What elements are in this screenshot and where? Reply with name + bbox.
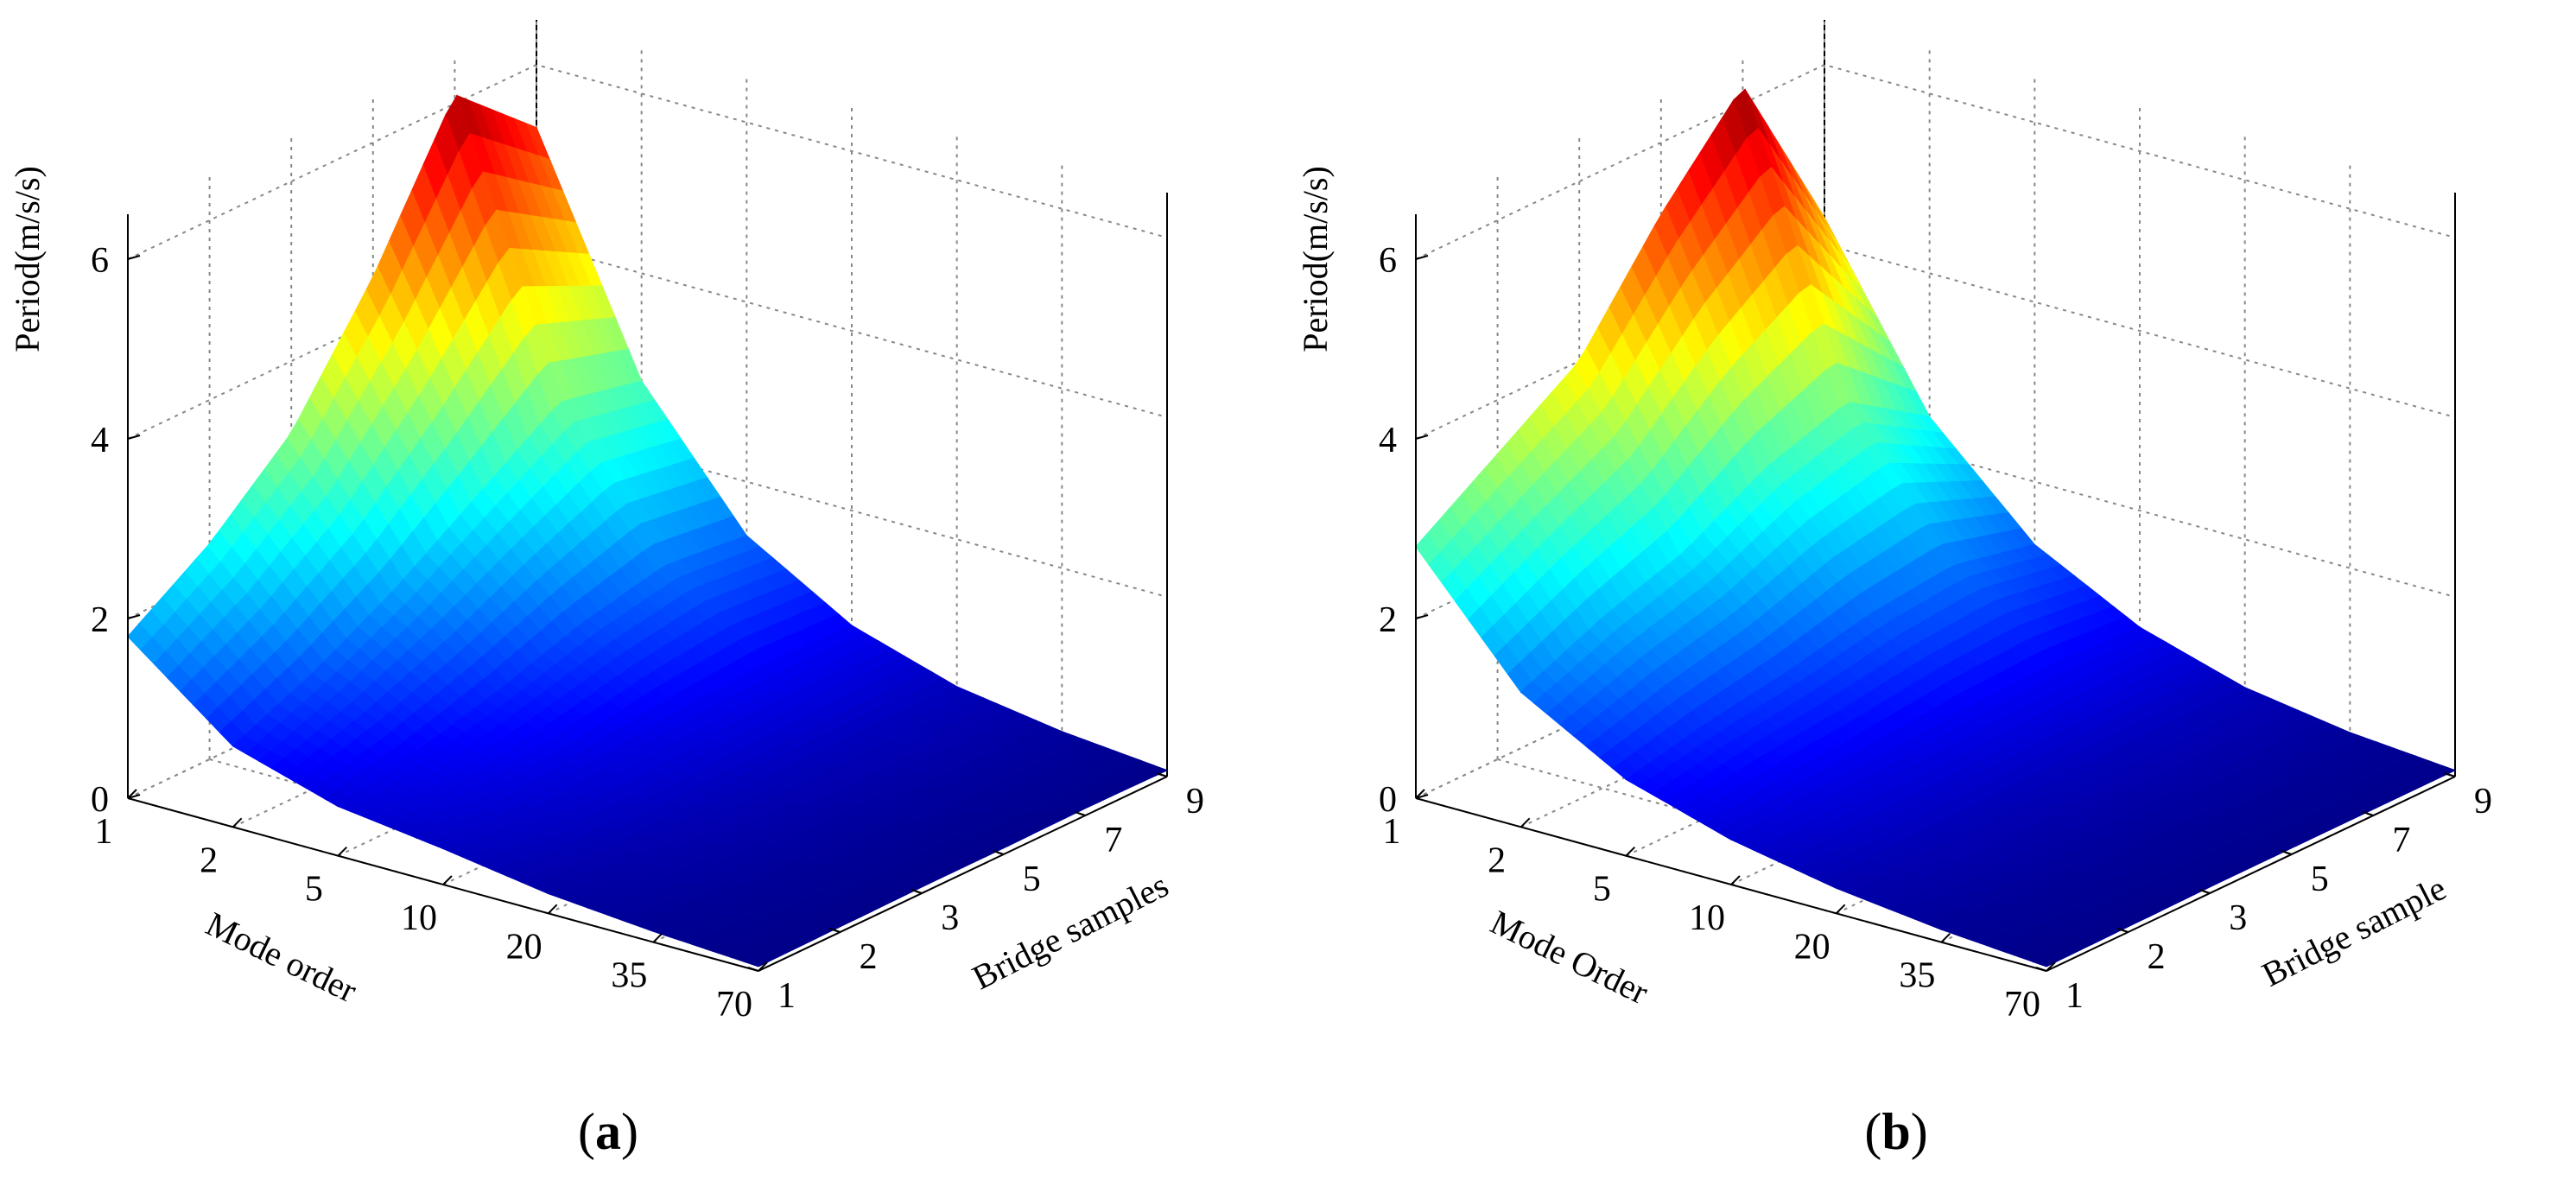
- x-tick-label: 20: [506, 927, 542, 967]
- y-tick-mark: [993, 850, 1005, 855]
- y-tick-label: 9: [2474, 782, 2492, 822]
- y-tick-label: 2: [860, 937, 878, 977]
- x-tick-mark: [1625, 846, 1636, 857]
- y-axis-line-b: [2046, 776, 2456, 972]
- y-tick-mark: [747, 967, 759, 972]
- caption-a: (a): [578, 1103, 638, 1160]
- x-tick-label: 20: [1794, 927, 1830, 967]
- y-tick-label: 7: [1104, 821, 1122, 860]
- x-axis-label-a: Mode order: [200, 904, 363, 1010]
- z-tick-mark: [1415, 794, 1429, 799]
- y-tick-mark: [2117, 928, 2129, 933]
- y-tick-label: 5: [2311, 860, 2329, 899]
- z-axis-label-a: Period(m/s/s): [8, 166, 47, 352]
- x-tick-label: 5: [305, 870, 323, 910]
- x-tick-label: 5: [1593, 870, 1611, 910]
- z-tick-label: 2: [91, 600, 109, 640]
- z-tick-mark: [1415, 614, 1429, 619]
- x-ticks-b: 1 2 5 10 20 35 70: [1383, 789, 2056, 1025]
- z-tick-label: 6: [91, 241, 109, 281]
- surface-patch: [744, 955, 771, 967]
- y-tick-mark: [829, 928, 841, 933]
- y-tick-label: 9: [1186, 782, 1204, 822]
- grid-z-a-3: [127, 63, 1168, 260]
- x-tick-label: 10: [1689, 898, 1725, 938]
- x-tick-mark: [127, 789, 137, 799]
- x-tick-mark: [442, 875, 453, 885]
- y-tick-mark: [1075, 811, 1086, 816]
- z-axis-label-b: Period(m/s/s): [1296, 166, 1335, 352]
- x-tick-mark: [652, 932, 663, 943]
- x-tick-mark: [1520, 817, 1531, 828]
- caption-b: (b): [1864, 1103, 1927, 1160]
- x-tick-label: 35: [611, 956, 647, 996]
- x-tick-label: 1: [1383, 812, 1401, 852]
- y-tick-label: 3: [2229, 898, 2247, 938]
- y-tick-mark: [2035, 967, 2047, 972]
- x-tick-label: 35: [1899, 956, 1935, 996]
- y-tick-mark: [1156, 772, 1168, 777]
- x-ticks-a: 1 2 5 10 20 35 70: [95, 789, 768, 1025]
- z-tick-mark: [1415, 435, 1429, 440]
- y-tick-mark: [2198, 889, 2211, 894]
- z-tick-mark: [127, 435, 141, 440]
- x-tick-label: 70: [716, 985, 752, 1025]
- z-tick-mark: [127, 794, 141, 799]
- y-axis-label-b: Bridge sample: [2256, 868, 2452, 993]
- y-tick-label: 7: [2392, 821, 2410, 860]
- z-tick-label: 2: [1379, 600, 1397, 640]
- x-tick-label: 10: [401, 898, 437, 938]
- y-tick-label: 3: [941, 898, 959, 938]
- y-axis-label-a: Bridge samples: [966, 866, 1174, 998]
- y-tick-label: 1: [777, 976, 796, 1016]
- surface-a: [127, 94, 1169, 967]
- y-tick-label: 2: [2148, 937, 2166, 977]
- x-tick-mark: [2046, 961, 2056, 972]
- z-tick-mark: [127, 614, 141, 619]
- x-tick-mark: [758, 961, 768, 972]
- x-tick-mark: [1835, 904, 1846, 915]
- y-tick-mark: [910, 889, 923, 894]
- x-tick-mark: [1730, 875, 1741, 885]
- y-tick-mark: [2444, 772, 2456, 777]
- x-tick-mark: [337, 846, 348, 857]
- z-tick-label: 0: [1379, 780, 1397, 820]
- x-axis-label-b: Mode Order: [1485, 903, 1654, 1012]
- y-tick-mark: [2281, 850, 2293, 855]
- z-tick-label: 6: [1379, 241, 1397, 281]
- y-ticks-b: 1 2 3 5 7 9: [2035, 772, 2492, 1016]
- z-tick-mark: [127, 255, 141, 260]
- x-tick-label: 1: [95, 812, 113, 852]
- x-tick-label: 2: [1488, 841, 1506, 880]
- x-tick-mark: [1415, 789, 1425, 799]
- surface-b: [1415, 88, 2457, 967]
- surface-patch: [2032, 955, 2059, 967]
- z-ticks-b: 0 2 4 6: [1379, 241, 1429, 820]
- z-ticks-a: 0 2 4 6: [91, 241, 141, 820]
- z-tick-label: 4: [91, 421, 109, 460]
- x-tick-mark: [1940, 932, 1951, 943]
- grid-z-b-3: [1415, 63, 2456, 260]
- y-tick-mark: [2363, 811, 2374, 816]
- x-tick-label: 2: [200, 841, 218, 880]
- z-tick-label: 4: [1379, 421, 1397, 460]
- y-tick-label: 1: [2065, 976, 2084, 1016]
- y-axis-line-a: [758, 776, 1168, 972]
- x-tick-label: 70: [2004, 985, 2040, 1025]
- y-tick-label: 5: [1023, 860, 1041, 899]
- y-ticks-a: 1 2 3 5 7 9: [747, 772, 1204, 1016]
- x-tick-mark: [232, 817, 243, 828]
- z-tick-mark: [1415, 255, 1429, 260]
- z-tick-label: 0: [91, 780, 109, 820]
- x-tick-mark: [547, 904, 558, 915]
